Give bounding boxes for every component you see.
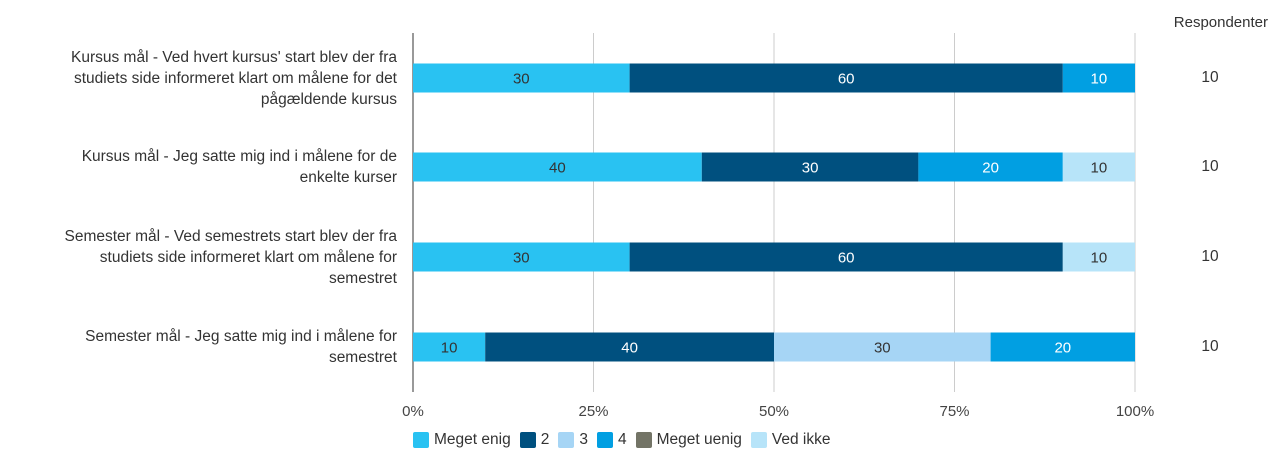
bar-data-label: 20 xyxy=(982,160,999,177)
x-tick-label: 0% xyxy=(402,403,424,420)
legend-item: Meget enig xyxy=(413,431,511,449)
bar-data-label: 40 xyxy=(549,160,566,177)
category-label: Kursus mål - Jeg satte mig ind i målene … xyxy=(0,146,397,188)
legend-item: 4 xyxy=(596,431,627,449)
respondents-header: Respondenter xyxy=(1173,14,1268,31)
bar-segment xyxy=(413,332,486,362)
bar-data-label: 20 xyxy=(1054,340,1071,357)
legend-label: 4 xyxy=(617,431,627,448)
category-label-line: Semester mål - Jeg satte mig ind i målen… xyxy=(85,328,397,345)
bar-data-label: 60 xyxy=(838,250,855,267)
legend: Meget enig 2 3 4 Meget uenig Ved ikke xyxy=(413,431,840,449)
legend-label: Meget enig xyxy=(434,431,511,448)
legend-swatch xyxy=(519,432,536,448)
bar-segment xyxy=(1062,63,1135,93)
bar-data-label: 30 xyxy=(513,71,530,88)
legend-label: 3 xyxy=(579,431,588,448)
bar-segment xyxy=(485,332,774,362)
bar-segment xyxy=(990,332,1135,362)
legend-item: Ved ikke xyxy=(750,431,831,449)
respondents-value: 10 xyxy=(1201,248,1219,265)
bar-data-label: 10 xyxy=(1091,250,1108,267)
bar-segment xyxy=(413,63,630,93)
category-label: Kursus mål - Ved hvert kursus' start ble… xyxy=(0,47,397,110)
category-label-line: studiets side informeret klart om målene… xyxy=(99,248,397,266)
legend-swatch xyxy=(635,432,652,448)
bar-segment xyxy=(413,242,630,272)
respondents-value: 10 xyxy=(1201,158,1219,175)
bar-data-label: 30 xyxy=(513,250,530,267)
bar-segment xyxy=(918,152,1063,182)
bar-segment xyxy=(629,242,1063,272)
respondents-value: 10 xyxy=(1201,338,1219,355)
x-tick-label: 50% xyxy=(759,403,789,420)
legend-item: 3 xyxy=(558,431,588,449)
legend-label: Meget uenig xyxy=(656,431,742,448)
bar-segment xyxy=(629,63,1063,93)
category-label-line: Semester mål - Ved semestrets start blev… xyxy=(64,227,397,245)
category-label-line: semestret xyxy=(328,269,397,287)
x-tick-label: 100% xyxy=(1116,403,1154,420)
category-label-line: Kursus mål - Ved hvert kursus' start ble… xyxy=(71,48,397,66)
category-label-line: semestret xyxy=(328,349,397,366)
legend-swatch xyxy=(596,432,613,448)
bar-data-label: 30 xyxy=(874,340,891,357)
category-label-line: Kursus mål - Jeg satte mig ind i målene … xyxy=(81,148,397,165)
bar-data-label: 10 xyxy=(1091,71,1108,88)
legend-item: Meget uenig xyxy=(635,431,742,449)
bar-segment xyxy=(701,152,919,182)
respondents-value: 10 xyxy=(1201,69,1219,86)
bar-data-label: 40 xyxy=(621,340,638,357)
category-label-line: enkelte kurser xyxy=(299,169,397,186)
bar-data-label: 10 xyxy=(441,340,458,357)
category-label: Semester mål - Ved semestrets start blev… xyxy=(0,226,397,289)
bar-segment xyxy=(1062,242,1135,272)
legend-swatch xyxy=(413,432,429,448)
category-label-line: pågældende kursus xyxy=(260,90,397,108)
legend-label: Ved ikke xyxy=(771,431,831,448)
bar-data-label: 30 xyxy=(802,160,819,177)
legend-swatch xyxy=(558,432,575,448)
legend-swatch xyxy=(750,432,767,448)
bar-data-label: 10 xyxy=(1091,160,1108,177)
category-label: Semester mål - Jeg satte mig ind i målen… xyxy=(0,326,397,368)
bar-segment xyxy=(413,152,702,182)
x-tick-label: 25% xyxy=(578,403,608,420)
legend-item: 2 xyxy=(519,431,550,449)
bar-segment xyxy=(1062,152,1135,182)
category-label-line: studiets side informeret klart om målene… xyxy=(73,69,397,87)
bar-segment xyxy=(774,332,991,362)
x-tick-label: 75% xyxy=(939,403,969,420)
bar-data-label: 60 xyxy=(838,71,855,88)
legend-label: 2 xyxy=(540,431,550,448)
